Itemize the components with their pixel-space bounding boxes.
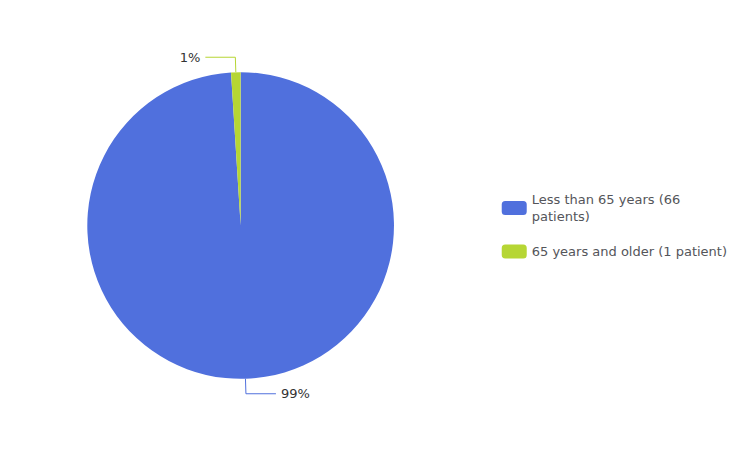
svg-text:99%: 99% <box>281 386 310 401</box>
svg-text:patients): patients) <box>532 209 590 224</box>
svg-text:1%: 1% <box>180 50 201 65</box>
svg-text:Less than 65 years (66: Less than 65 years (66 <box>532 192 681 207</box>
svg-text:65 years and older (1 patient): 65 years and older (1 patient) <box>532 244 727 259</box>
